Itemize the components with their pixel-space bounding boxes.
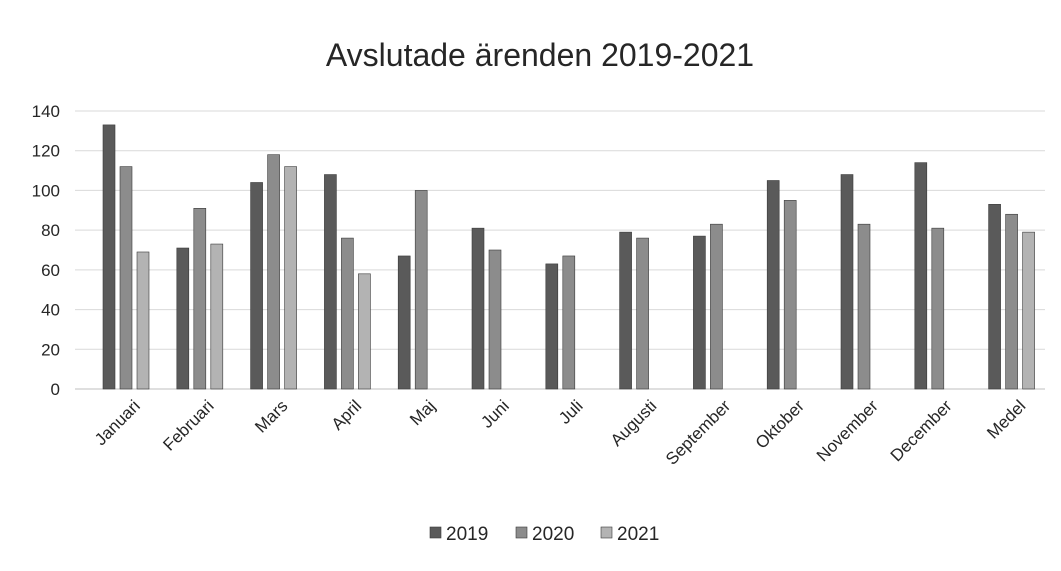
y-tick-label: 40 <box>41 301 60 320</box>
x-tick-label: Oktober <box>752 396 808 452</box>
y-tick-label: 60 <box>41 261 60 280</box>
bar-2020-januari <box>119 166 133 390</box>
bar-2019-januari <box>102 124 116 390</box>
bar-2021-januari <box>136 251 150 390</box>
y-tick-label: 100 <box>32 181 60 200</box>
bar-2020-december <box>931 227 945 390</box>
x-axis-ticks: Januari Februari Mars April Maj Juni Juli Augus… <box>91 396 1029 468</box>
bar-2019-april <box>324 174 337 390</box>
gridlines <box>75 110 1045 390</box>
x-tick-label: Juni <box>477 396 512 431</box>
x-tick-label: September <box>662 396 734 468</box>
bar-2019-juli <box>545 263 559 390</box>
x-tick-label: Augusti <box>607 396 661 450</box>
chart-title: Avslutade ärenden 2019-2021 <box>326 37 754 73</box>
bar-2020-maj <box>414 190 428 390</box>
y-tick-label: 0 <box>51 380 60 399</box>
legend-swatch-2019 <box>429 526 442 539</box>
x-tick-label: Januari <box>91 396 144 449</box>
bar-2020-juli <box>562 255 576 390</box>
bars <box>102 124 1035 390</box>
x-tick-label: Juli <box>555 396 586 427</box>
bar-2020-oktober <box>783 200 797 390</box>
legend-swatch-2020 <box>515 526 528 539</box>
bar-2019-februari <box>176 247 190 390</box>
x-tick-label: April <box>328 396 365 433</box>
bar-2020-juni <box>488 249 502 390</box>
bar-2019-maj <box>397 255 411 390</box>
x-tick-label: Medel <box>983 396 1029 442</box>
bar-2021-april <box>358 273 371 390</box>
bar-2021-medel <box>1022 231 1035 390</box>
x-tick-label: November <box>813 396 882 465</box>
legend-label-2020: 2020 <box>532 524 574 545</box>
y-tick-label: 120 <box>32 142 60 161</box>
bar-2020-april <box>341 237 354 390</box>
bar-2019-oktober <box>766 180 780 390</box>
bar-2019-mars <box>250 182 263 390</box>
y-tick-label: 80 <box>41 221 60 240</box>
x-tick-label: Maj <box>406 396 439 429</box>
bar-2019-juni <box>471 227 485 390</box>
legend-swatch-2021 <box>600 526 613 539</box>
bar-2020-augusti <box>636 237 649 390</box>
x-tick-label: Mars <box>251 396 291 436</box>
bar-2021-februari <box>210 243 224 390</box>
bar-2019-december <box>914 162 928 390</box>
x-tick-label: Februari <box>159 396 217 454</box>
bar-2020-mars <box>267 154 280 390</box>
bar-2019-september <box>693 235 706 390</box>
y-tick-label: 20 <box>41 340 60 359</box>
bar-2020-november <box>857 223 871 390</box>
bar-2020-februari <box>193 208 207 390</box>
y-tick-label: 140 <box>32 102 60 121</box>
bar-2019-november <box>840 174 854 390</box>
bar-2021-mars <box>284 166 297 390</box>
bar-2019-medel <box>988 204 1001 390</box>
bar-2020-medel <box>1005 213 1018 390</box>
y-axis-ticks: 0 20 40 60 80 100 120 140 <box>32 102 60 399</box>
legend-label-2019: 2019 <box>446 524 488 545</box>
bar-2020-september <box>710 223 723 390</box>
x-tick-label: December <box>887 396 956 465</box>
legend-label-2021: 2021 <box>617 524 659 545</box>
bar-2019-augusti <box>619 231 632 390</box>
legend: 2019 2020 2021 <box>429 524 659 545</box>
